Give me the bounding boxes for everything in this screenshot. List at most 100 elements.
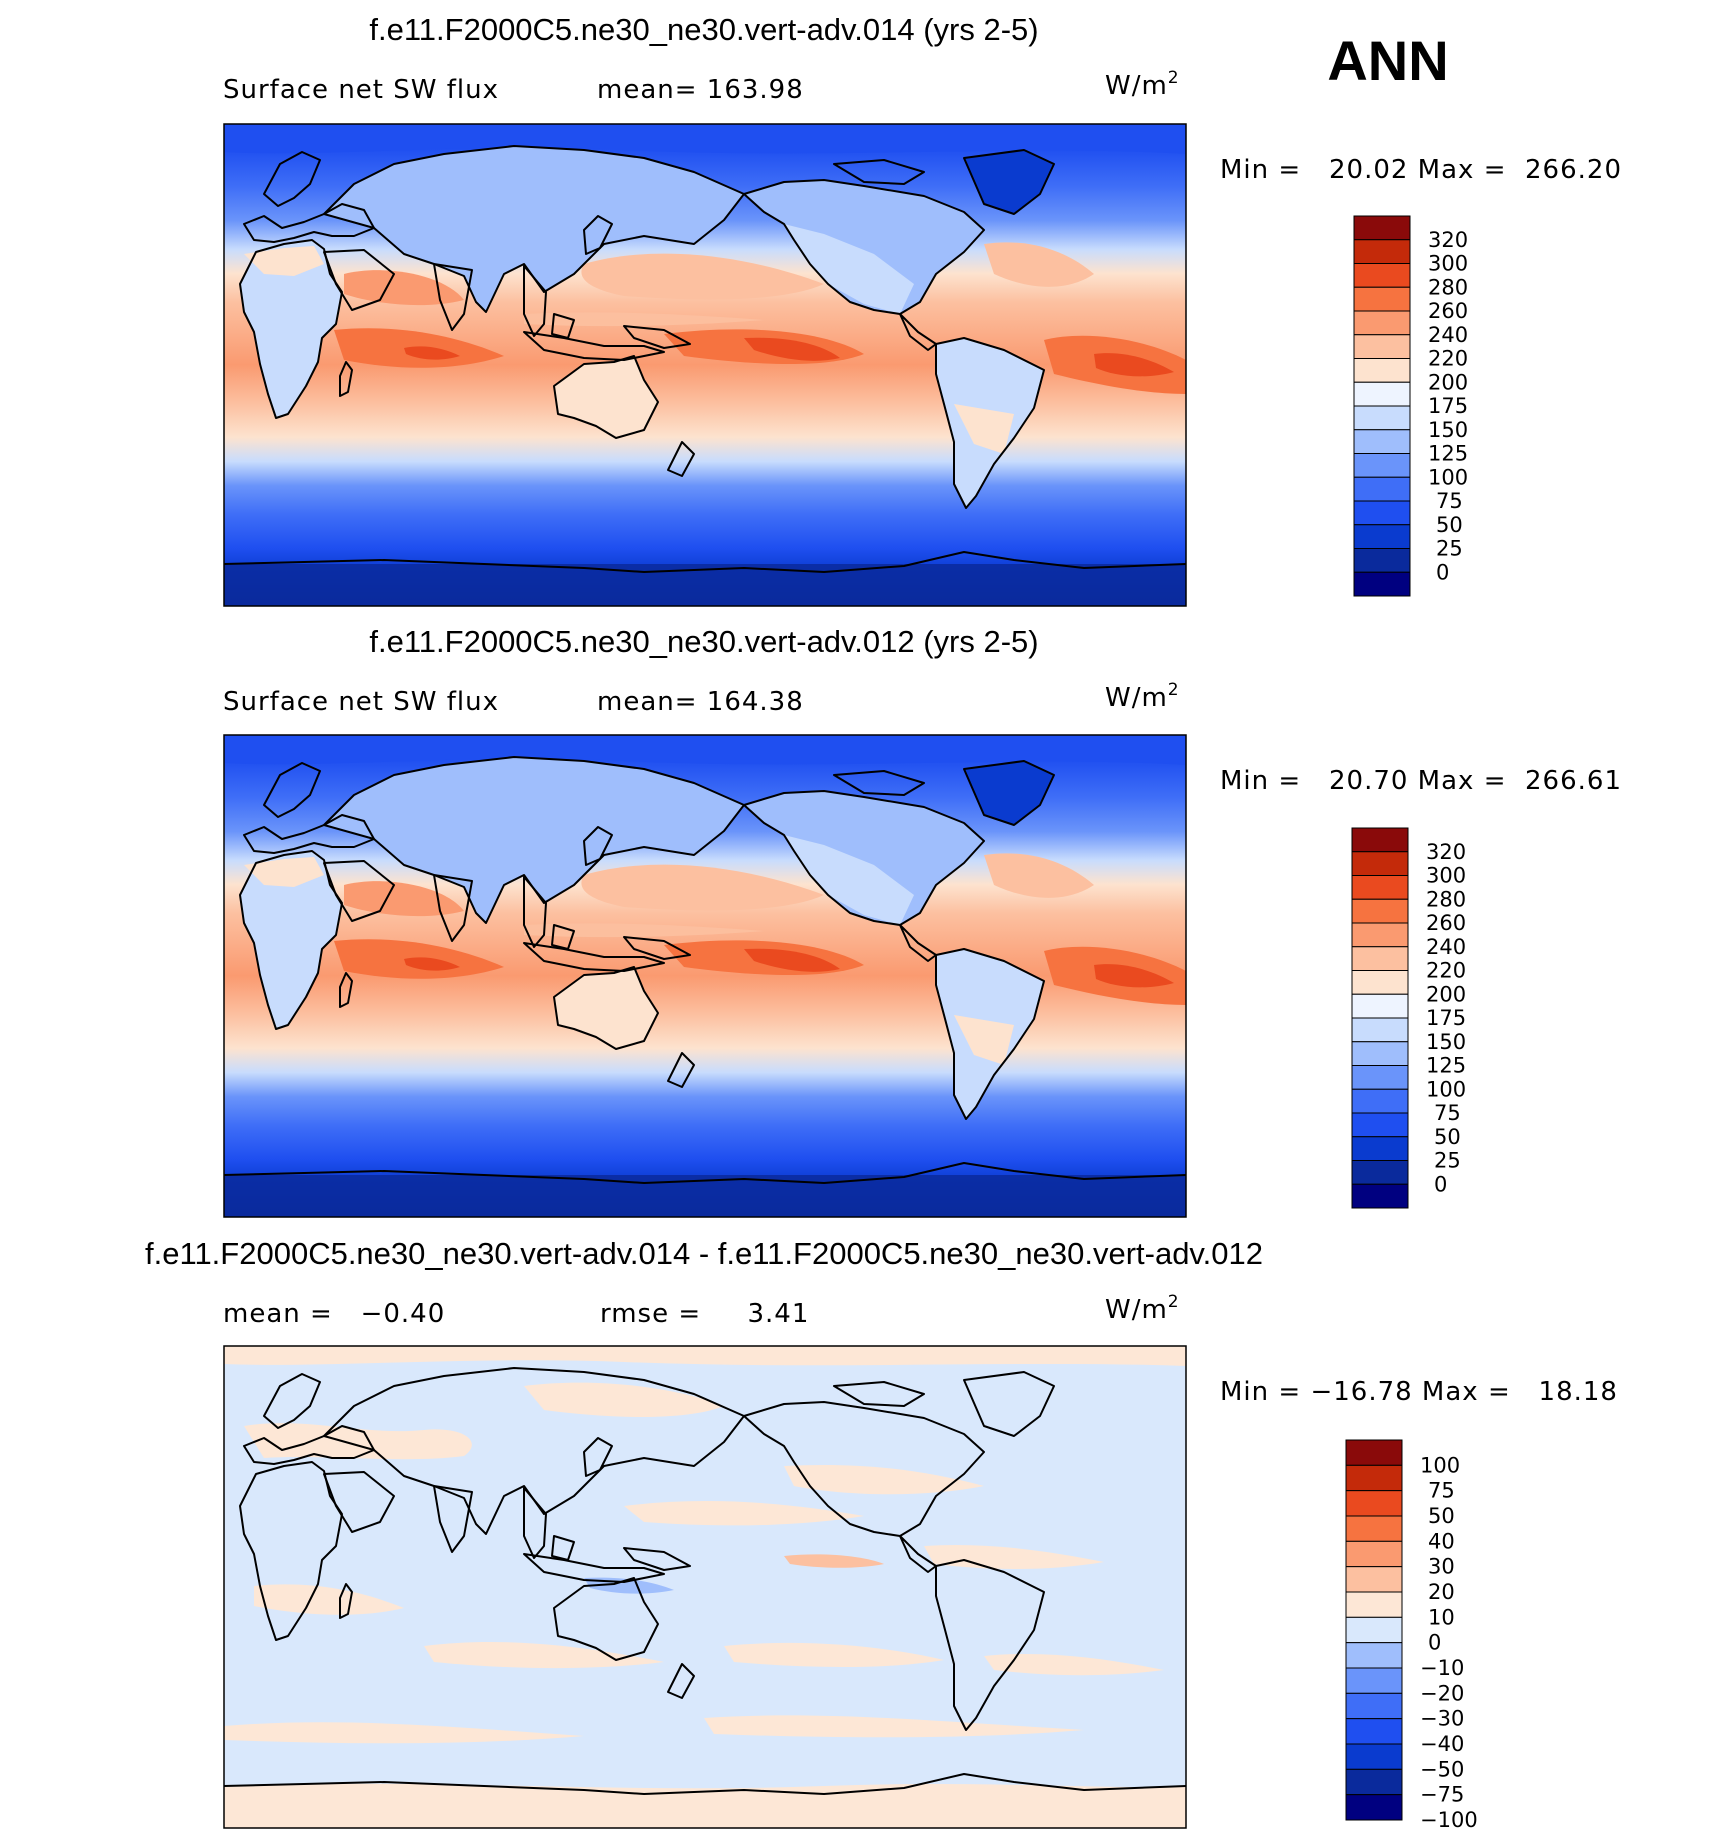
- panel-subtitle-left: Surface net SW flux: [223, 687, 499, 717]
- map-plot: [223, 734, 1187, 1218]
- colorbar-tick-label: 100: [1420, 1453, 1460, 1477]
- map-frame: [223, 1345, 1187, 1829]
- colorbar-tick-label: 175: [1428, 394, 1468, 418]
- colorbar-tick-label: −50: [1420, 1757, 1464, 1781]
- min-max-stats: Min = 20.70 Max = 266.61: [1220, 766, 1622, 796]
- colorbar-tick-label: 25: [1436, 537, 1463, 561]
- colorbar-swatch: [1351, 851, 1409, 876]
- colorbar-tick-label: 10: [1428, 1605, 1455, 1629]
- colorbar-swatch: [1351, 1160, 1409, 1185]
- colorbar-tick-label: 300: [1426, 864, 1466, 888]
- colorbar-tick-label: 50: [1434, 1125, 1461, 1149]
- colorbar-tick-label: 220: [1428, 347, 1468, 371]
- colorbar-swatch: [1345, 1692, 1403, 1720]
- panel-title: f.e11.F2000C5.ne30_ne30.vert-adv.014 (yr…: [369, 12, 1038, 47]
- colorbar-tick-label: 0: [1436, 560, 1449, 584]
- colorbar-tick-label: 200: [1426, 982, 1466, 1006]
- colorbar-swatch: [1353, 548, 1411, 573]
- colorbar-swatch: [1353, 381, 1411, 407]
- colorbar-swatch: [1351, 1017, 1409, 1043]
- colorbar-swatch: [1345, 1667, 1403, 1694]
- colorbar-swatch: [1351, 946, 1409, 971]
- contour-field: [224, 124, 1186, 606]
- colorbar-tick-label: −40: [1420, 1732, 1464, 1756]
- colorbar-swatch: [1351, 1065, 1409, 1090]
- season-label: ANN: [1327, 29, 1448, 92]
- colorbar-swatch: [1353, 239, 1411, 264]
- colorbar-tick-label: 200: [1428, 370, 1468, 394]
- colorbar-tick-label: 150: [1428, 418, 1468, 442]
- panel-subtitle-rmse: rmse = 3.41: [600, 1299, 809, 1329]
- colorbar-tick-label: 125: [1428, 442, 1468, 466]
- colorbar-swatch: [1345, 1490, 1403, 1517]
- map-frame: [223, 123, 1187, 607]
- colorbar-tick-label: 25: [1434, 1149, 1461, 1173]
- colorbar-tick-label: 300: [1428, 252, 1468, 276]
- colorbar-swatch: [1353, 358, 1411, 383]
- colorbar-swatch: [1345, 1794, 1403, 1821]
- colorbar-tick-label: 175: [1426, 1006, 1466, 1030]
- colorbar-tick-label: 260: [1428, 299, 1468, 323]
- colorbar-swatch: [1345, 1515, 1403, 1542]
- colorbar-swatch: [1353, 215, 1411, 241]
- colorbar-swatch: [1345, 1540, 1403, 1568]
- colorbar-swatch: [1351, 1041, 1409, 1066]
- colorbar-tick-label: 75: [1436, 489, 1463, 513]
- colorbar-swatch: [1345, 1566, 1403, 1593]
- colorbar-swatch: [1351, 970, 1409, 995]
- colorbar-swatch: [1351, 1183, 1409, 1209]
- colorbar-tick-label: 125: [1426, 1054, 1466, 1078]
- colorbar-swatch: [1345, 1616, 1403, 1644]
- map-frame: [223, 734, 1187, 1218]
- colorbar-swatch: [1353, 429, 1411, 454]
- min-max-stats: Min = −16.78 Max = 18.18: [1220, 1377, 1618, 1407]
- units-label: W/m2: [1105, 68, 1180, 101]
- colorbar-swatch: [1345, 1464, 1403, 1492]
- colorbar-tick-label: −20: [1420, 1681, 1464, 1705]
- colorbar-swatch: [1345, 1591, 1403, 1618]
- panel-3: f.e11.F2000C5.ne30_ne30.vert-adv.014 - f…: [145, 1236, 1618, 1832]
- colorbar-tick-label: −75: [1420, 1783, 1464, 1807]
- colorbar-swatch: [1351, 922, 1409, 948]
- colorbar-tick-label: 50: [1428, 1504, 1455, 1528]
- colorbar-tick-label: 20: [1428, 1580, 1455, 1604]
- colorbar-tick-label: 240: [1426, 935, 1466, 959]
- colorbar-tick-label: 280: [1428, 275, 1468, 299]
- colorbar-swatch: [1351, 1112, 1409, 1138]
- colorbar-tick-label: 0: [1434, 1172, 1447, 1196]
- colorbar-swatch: [1345, 1768, 1403, 1796]
- colorbar-tick-label: −10: [1420, 1656, 1464, 1680]
- panel-title: f.e11.F2000C5.ne30_ne30.vert-adv.014 - f…: [145, 1236, 1263, 1271]
- panel-1: f.e11.F2000C5.ne30_ne30.vert-adv.014 (yr…: [223, 12, 1622, 607]
- units-label: W/m2: [1105, 1292, 1180, 1325]
- colorbar-tick-label: 75: [1434, 1101, 1461, 1125]
- colorbar-tick-label: 0: [1428, 1631, 1441, 1655]
- contour-field: [224, 735, 1186, 1217]
- colorbar-tick-label: 260: [1426, 911, 1466, 935]
- colorbar-swatch: [1345, 1439, 1403, 1466]
- panel-subtitle-left: Surface net SW flux: [223, 75, 499, 105]
- colorbar-swatch: [1351, 1088, 1409, 1114]
- colorbar-swatch: [1353, 524, 1411, 549]
- colorbar-tick-label: 75: [1428, 1479, 1455, 1503]
- map-plot: [223, 123, 1187, 607]
- colorbar-tick-label: 150: [1426, 1030, 1466, 1054]
- colorbar-swatch: [1353, 334, 1411, 359]
- colorbar-swatch: [1353, 500, 1411, 526]
- colorbar-tick-label: −100: [1420, 1808, 1478, 1832]
- panel-subtitle-left: mean = −0.40: [223, 1299, 445, 1329]
- colorbar-swatch: [1353, 405, 1411, 431]
- units-label: W/m2: [1105, 680, 1180, 713]
- colorbar-swatch: [1353, 310, 1411, 336]
- colorbar-tick-label: 40: [1428, 1529, 1455, 1553]
- colorbar-swatch: [1345, 1642, 1403, 1669]
- colorbar-swatch: [1353, 286, 1411, 312]
- min-max-stats: Min = 20.02 Max = 266.20: [1220, 155, 1622, 185]
- colorbar-tick-label: 50: [1436, 513, 1463, 537]
- colorbar-swatch: [1351, 1136, 1409, 1161]
- colorbar-swatch: [1351, 898, 1409, 924]
